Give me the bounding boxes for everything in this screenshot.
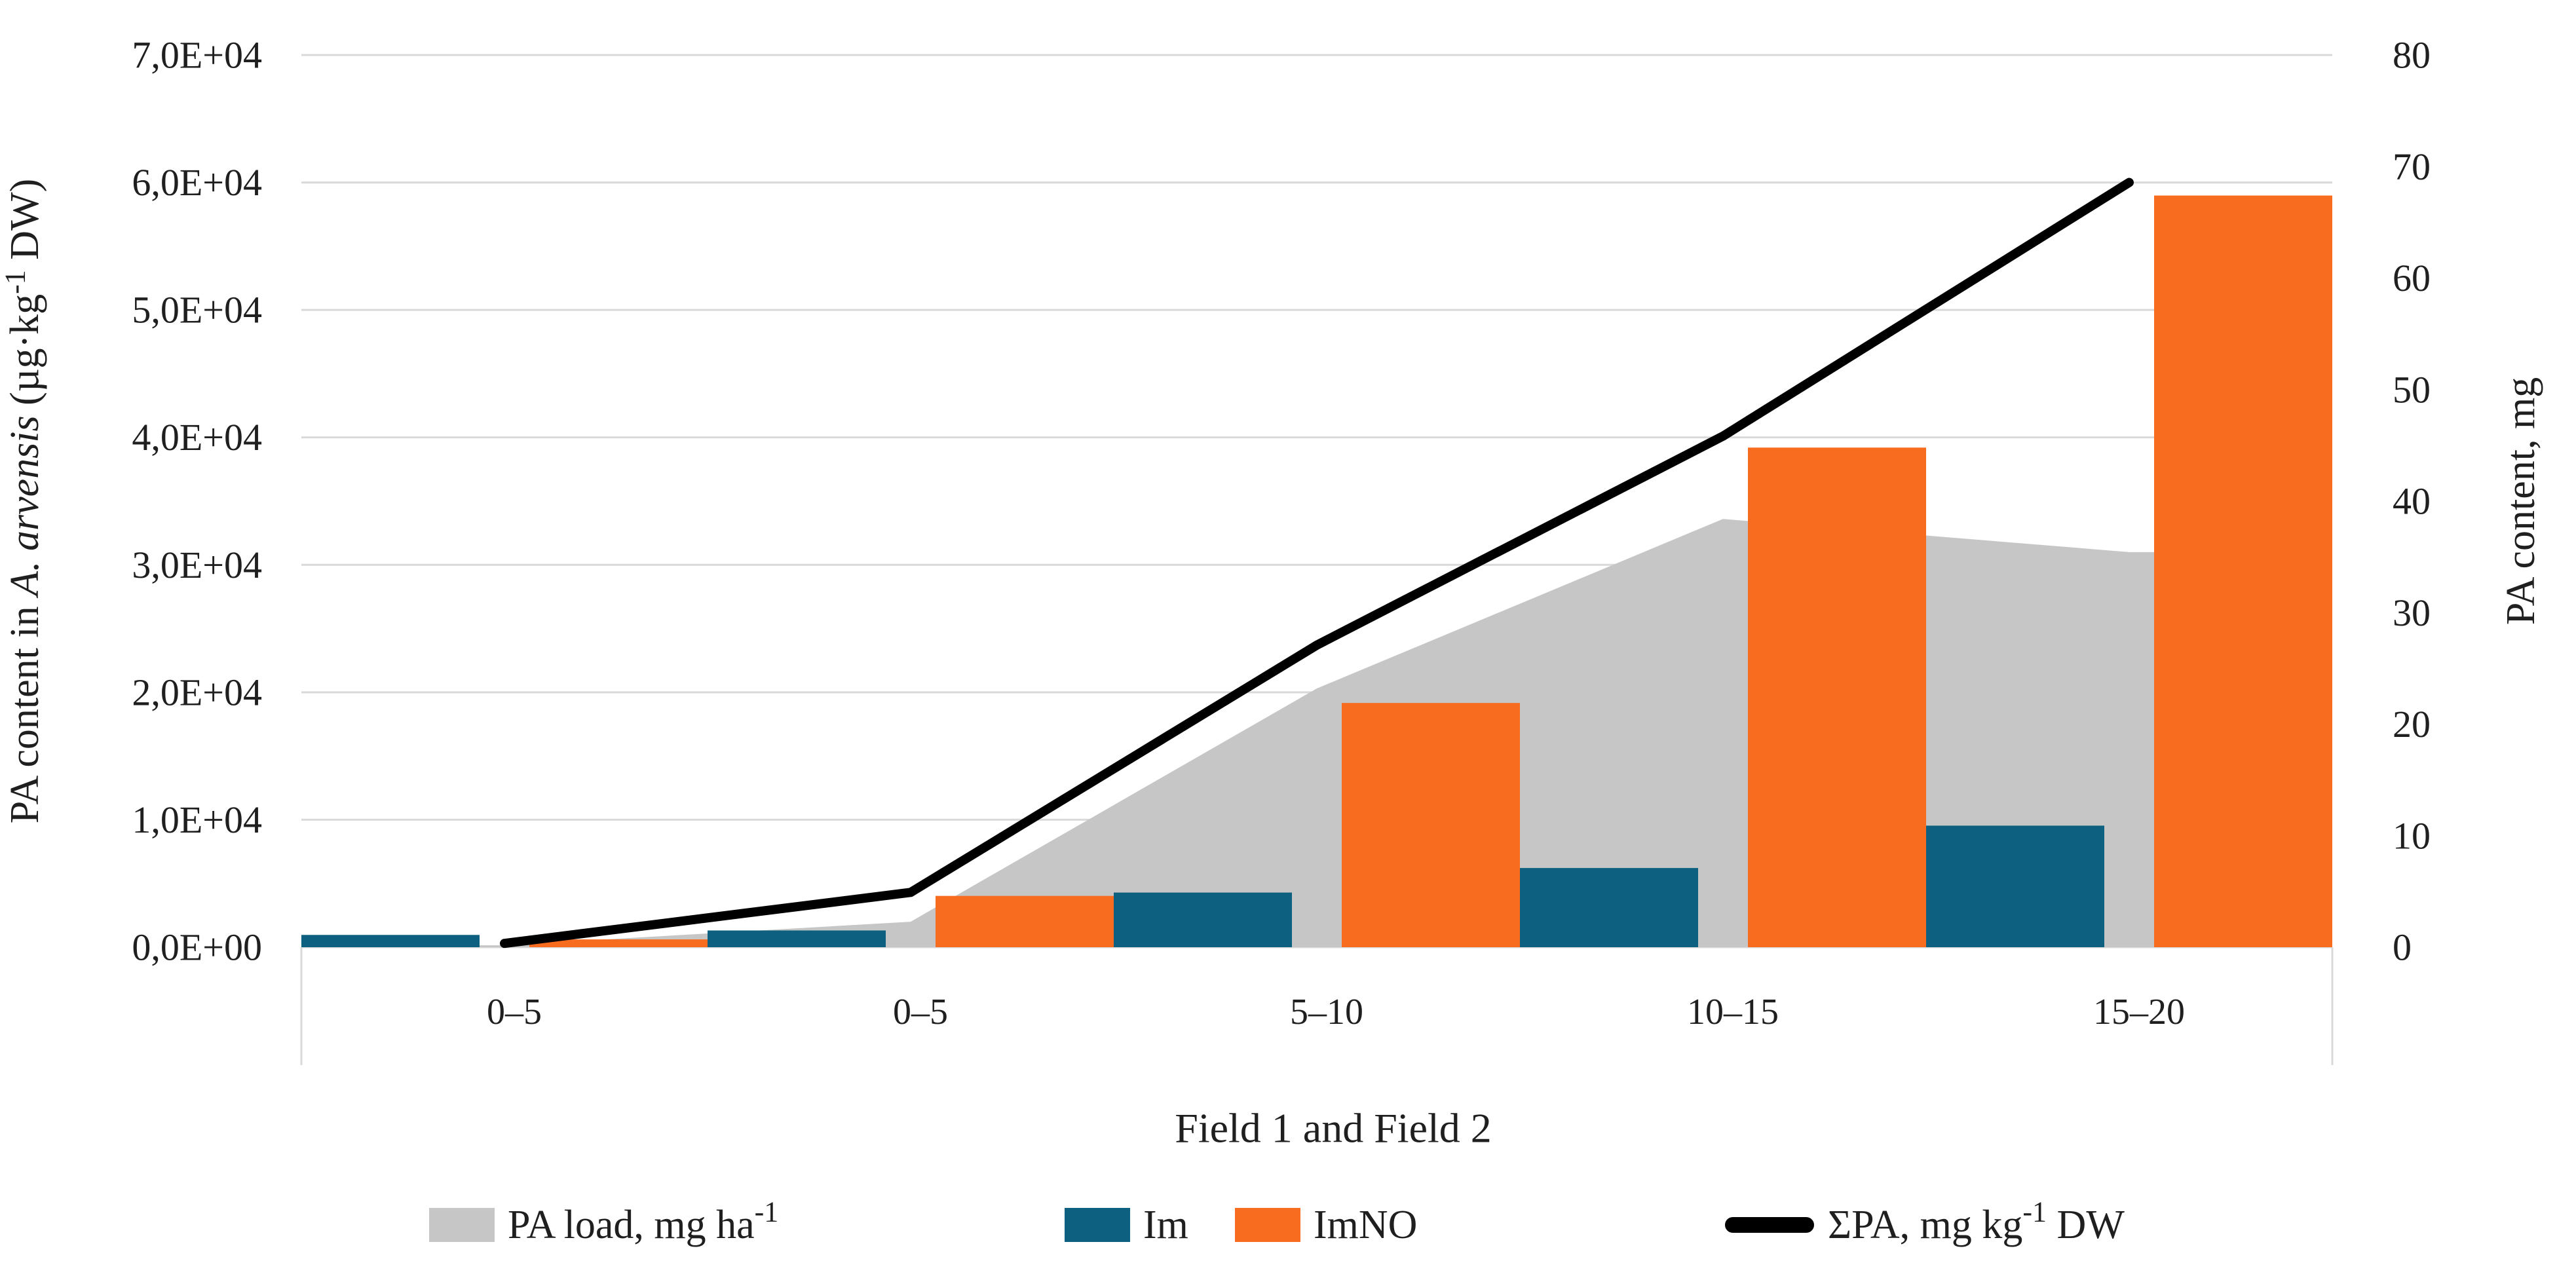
x-axis-caption: Field 1 and Field 2 (1175, 1105, 1492, 1152)
left-axis-title: PA content in A. arvensis (µg·kg-1 DW) (0, 179, 47, 824)
right-axis-tick-label: 70 (2393, 145, 2431, 188)
im-bar-2 (1114, 892, 1292, 947)
left-axis-tick-label: 7,0E+04 (132, 34, 262, 77)
legend-label-pa-load: PA load, mg ha-1 (508, 1195, 778, 1247)
right-axis-tick-label: 60 (2393, 257, 2431, 299)
x-axis-tick-label: 15–20 (2093, 992, 2185, 1032)
right-axis-title: PA content, mg (2499, 377, 2543, 625)
right-axis-tick-label: 20 (2393, 703, 2431, 745)
im-bar-0 (301, 935, 480, 947)
right-axis-tick-label: 30 (2393, 592, 2431, 634)
imno-bar-3 (1748, 447, 1926, 947)
im-bar-3 (1520, 868, 1698, 947)
legend-swatch-imno (1235, 1208, 1300, 1242)
right-axis-tick-label: 80 (2393, 34, 2431, 77)
right-axis-tick-label: 10 (2393, 814, 2431, 857)
legend-label-im: Im (1143, 1203, 1188, 1247)
legend-label-imno: ImNO (1314, 1203, 1417, 1247)
imno-bar-1 (936, 895, 1114, 947)
left-axis-tick-label: 6,0E+04 (132, 161, 262, 204)
right-axis-tick-label: 0 (2393, 926, 2412, 969)
left-axis-tick-label: 4,0E+04 (132, 416, 262, 459)
left-axis-tick-label: 1,0E+04 (132, 799, 262, 841)
im-bar-1 (708, 930, 886, 947)
x-axis-tick-label: 0–5 (487, 992, 542, 1032)
imno-bar-2 (1342, 703, 1520, 947)
left-axis-tick-label: 5,0E+04 (132, 289, 262, 331)
legend-swatch-pa-load (429, 1208, 495, 1242)
right-axis-tick-label: 40 (2393, 480, 2431, 523)
im-bar-4 (1926, 825, 2104, 947)
sigma-pa-line (500, 178, 2134, 949)
x-axis-tick-label: 10–15 (1687, 992, 1779, 1032)
imno-bar-4 (2154, 195, 2332, 947)
legend-swatch-im (1065, 1208, 1130, 1242)
x-axis-tick-label: 0–5 (893, 992, 948, 1032)
right-axis-tick-label: 50 (2393, 368, 2431, 411)
left-axis-tick-label: 2,0E+04 (132, 671, 262, 713)
left-axis-tick-label: 3,0E+04 (132, 544, 262, 586)
imno-bar-0 (529, 939, 708, 947)
x-axis-tick-label: 5–10 (1290, 992, 1363, 1032)
left-axis-tick-label: 0,0E+00 (132, 926, 262, 969)
legend-label-sigma-pa: ΣPA, mg kg-1 DW (1828, 1195, 2125, 1247)
